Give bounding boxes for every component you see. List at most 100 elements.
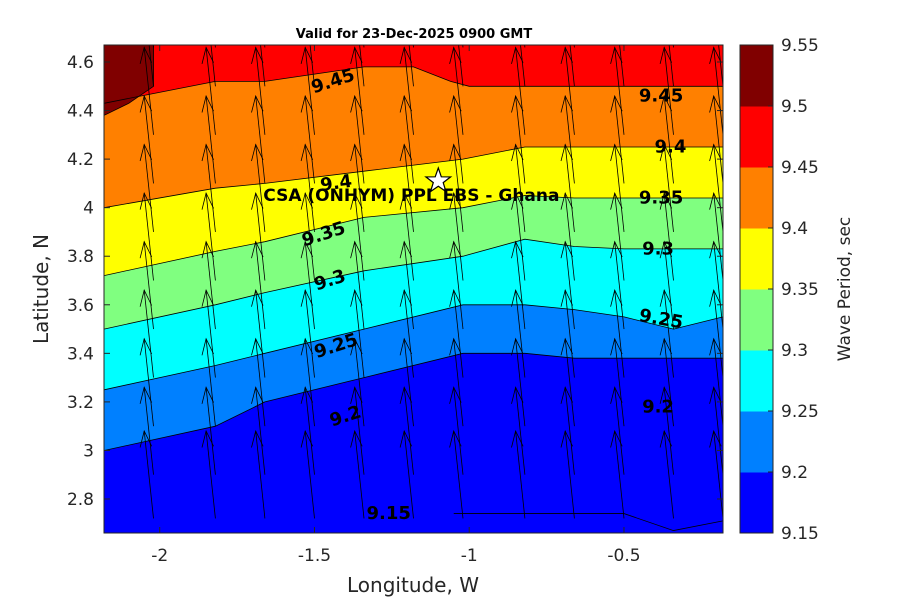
- wave-arrow: [152, 45, 154, 48]
- wave-arrow: [201, 46, 216, 135]
- wave-arrow: [659, 386, 674, 475]
- wave-arrow: [709, 386, 723, 475]
- colorbar: 9.15 9.2 9.25 9.3 9.35 9.4 9.45 9.5 9.55: [739, 36, 819, 544]
- wave-arrow: [201, 289, 216, 378]
- y-tick-label: 3: [83, 442, 94, 462]
- wave-arrow: [610, 143, 625, 232]
- wave-arrow: [399, 46, 414, 135]
- wave-arrow: [511, 191, 526, 281]
- wave-arrow: [659, 240, 674, 330]
- wave-arrow: [610, 94, 625, 184]
- wave-arrow: [560, 386, 575, 475]
- x-tick-label: -1.5: [298, 546, 331, 566]
- wave-arrow: [300, 191, 315, 281]
- wave-arrow: [408, 45, 414, 87]
- wave-arrow: [251, 191, 266, 281]
- wave-arrow: [300, 240, 315, 330]
- wave-arrow: [560, 94, 575, 184]
- contour-label: 9.2: [642, 396, 674, 417]
- wave-arrow: [709, 337, 723, 427]
- colorbar-tick-label: 9.2: [781, 463, 808, 483]
- y-tick-label: 4.2: [67, 150, 94, 170]
- wave-arrow: [511, 386, 526, 475]
- colorbar-segment: [740, 167, 773, 229]
- wave-arrow: [300, 289, 315, 378]
- wave-arrow: [201, 94, 216, 184]
- wave-arrow: [569, 45, 575, 87]
- wave-arrow: [350, 191, 365, 281]
- colorbar-tick-label: 9.4: [781, 219, 808, 239]
- wave-arrow: [511, 429, 526, 519]
- wave-arrow: [139, 289, 154, 378]
- colorbar-segment: [740, 45, 773, 107]
- contour-line-9.3: [104, 238, 723, 330]
- wave-arrow: [659, 143, 674, 232]
- wave-arrow: [300, 429, 315, 519]
- wave-arrow: [251, 46, 266, 135]
- wave-arrow: [350, 429, 365, 519]
- wave-arrow: [139, 46, 154, 135]
- colorbar-segment: [740, 411, 773, 473]
- wave-arrow: [300, 386, 315, 475]
- wave-arrow: [201, 386, 216, 475]
- wave-arrow: [260, 45, 266, 87]
- wave-arrow: [201, 429, 216, 519]
- wave-arrow: [300, 46, 315, 135]
- colorbar-label: Wave Period, sec: [835, 217, 855, 362]
- wave-arrow: [350, 240, 365, 330]
- wave-arrow: [350, 143, 365, 232]
- wave-arrow: [511, 143, 526, 232]
- wave-arrow: [709, 143, 723, 232]
- wave-arrow: [300, 337, 315, 427]
- wave-arrow: [610, 429, 625, 519]
- wave-arrow: [148, 45, 154, 87]
- contour-label: 9.45: [639, 86, 683, 107]
- wave-arrow: [264, 45, 266, 48]
- wave-arrow: [201, 337, 216, 427]
- contour-band-9.45: [104, 45, 723, 104]
- wave-arrow: [511, 240, 526, 330]
- x-axis-ticks: -2 -1.5 -1 -0.5: [151, 45, 641, 566]
- wave-arrow: [251, 143, 266, 232]
- wave-arrow: [300, 143, 315, 232]
- wave-arrow: [350, 94, 365, 184]
- colorbar-segment: [740, 350, 773, 412]
- colorbar-tick-label: 9.3: [781, 341, 808, 361]
- wave-arrow: [399, 429, 414, 519]
- wave-arrow: [139, 240, 154, 330]
- wave-arrow: [350, 337, 365, 427]
- wave-arrow: [709, 289, 723, 378]
- contour-label: 9.15: [366, 503, 410, 524]
- wave-arrow: [610, 386, 625, 475]
- colorbar-tick-label: 9.15: [781, 524, 819, 544]
- contour-line-9.5: [104, 45, 154, 116]
- contour-line-9.35: [104, 195, 723, 276]
- wave-arrow: [449, 46, 464, 135]
- wave-arrow: [139, 94, 154, 184]
- wave-arrow: [214, 45, 216, 48]
- wave-arrow: [399, 191, 414, 281]
- wave-arrow: [709, 191, 723, 281]
- wave-arrow: [139, 429, 154, 519]
- wave-arrow: [709, 46, 723, 135]
- wave-arrow: [350, 289, 365, 378]
- wave-arrow: [251, 94, 266, 184]
- wave-arrow: [350, 46, 365, 135]
- colorbar-segment: [740, 289, 773, 351]
- y-tick-label: 3.8: [67, 247, 94, 267]
- wave-arrow: [560, 429, 575, 519]
- wave-arrow: [139, 386, 154, 475]
- wave-arrow: [672, 45, 674, 48]
- chart-title: Valid for 23-Dec-2025 0900 GMT: [296, 27, 533, 42]
- wave-arrow: [573, 45, 575, 48]
- colorbar-tick-label: 9.45: [781, 158, 819, 178]
- wave-arrow: [449, 337, 464, 427]
- wave-arrow: [511, 94, 526, 184]
- wave-arrow: [511, 289, 526, 378]
- colorbar-segment: [740, 472, 773, 534]
- colorbar-tick-label: 9.35: [781, 280, 819, 300]
- wave-arrow: [659, 289, 674, 378]
- wave-arrow: [560, 240, 575, 330]
- colorbar-segment: [740, 228, 773, 290]
